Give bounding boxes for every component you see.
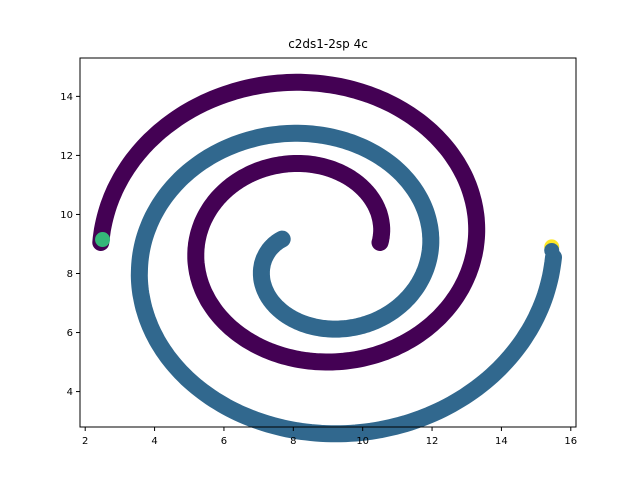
x-tick-label: 6	[221, 436, 227, 447]
x-tick-label: 14	[495, 436, 508, 447]
x-axis: 2 4 6 8 10 12 14 16	[82, 427, 577, 447]
x-tick-label: 10	[356, 436, 369, 447]
chart-title: c2ds1-2sp 4c	[288, 37, 368, 51]
x-tick-label: 16	[564, 436, 577, 447]
y-tick-label: 10	[60, 210, 73, 221]
endpoint-marker-0	[95, 232, 111, 248]
y-axis: 4 6 8 10 12 14	[60, 92, 80, 398]
x-tick-label: 12	[426, 436, 439, 447]
x-tick-label: 8	[290, 436, 296, 447]
y-tick-label: 4	[67, 387, 73, 398]
y-tick-label: 12	[60, 151, 73, 162]
y-tick-label: 6	[67, 328, 73, 339]
series-blue-end-cap	[544, 242, 560, 258]
x-tick-label: 4	[151, 436, 157, 447]
y-tick-label: 8	[67, 269, 73, 280]
x-tick-label: 2	[82, 436, 88, 447]
series-blue-spiral	[130, 124, 562, 443]
axes-frame	[79, 57, 577, 428]
series-purple-spiral	[92, 73, 486, 371]
plot-area	[92, 73, 562, 443]
y-tick-label: 14	[60, 92, 73, 103]
